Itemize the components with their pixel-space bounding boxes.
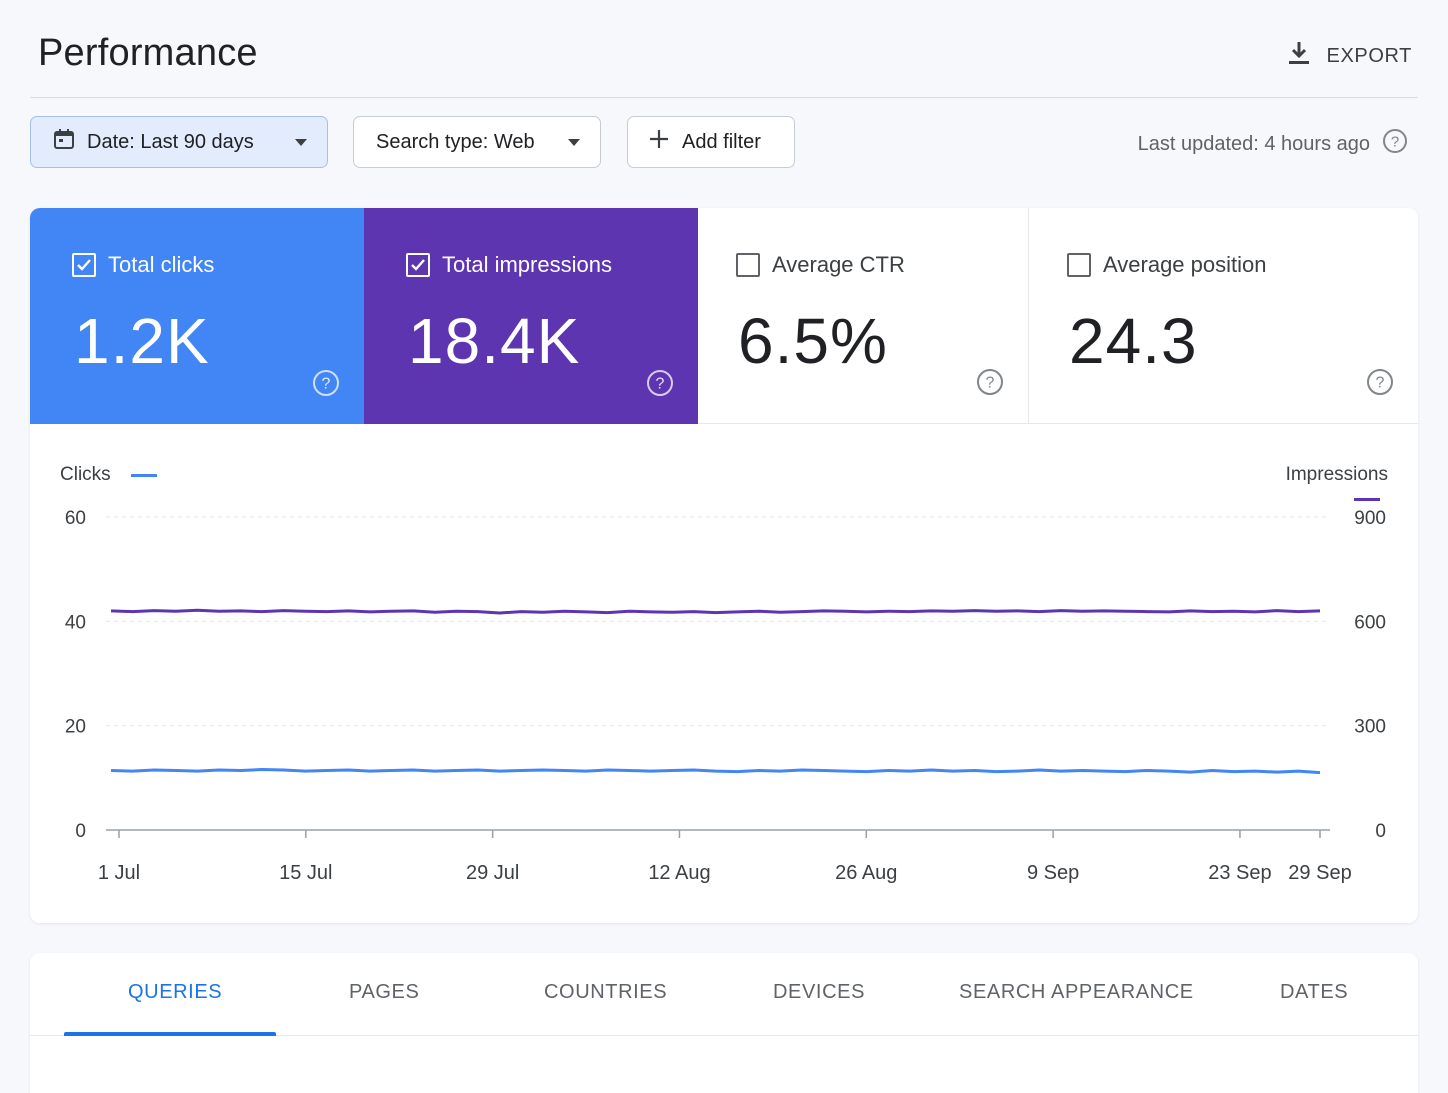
y-right-tick-label: 900 [1354,508,1386,529]
export-button[interactable]: EXPORT [1287,40,1412,72]
svg-text:?: ? [1391,134,1399,151]
performance-card: Total clicks 1.2K ? Total impressions 18… [30,208,1418,923]
add-filter-label: Add filter [682,130,761,153]
filter-toolbar: Date: Last 90 days Search type: Web Add … [30,116,1418,168]
checkbox-unchecked-icon[interactable] [736,253,760,277]
tab-devices[interactable]: DEVICES [773,981,866,1003]
report-tabs: QUERIES PAGES COUNTRIES DEVICES SEARCH A… [30,953,1418,1036]
metric-label: Total clicks [108,252,215,277]
metric-value: 6.5% [738,305,888,377]
x-tick-label: 12 Aug [648,862,710,884]
download-icon [1287,40,1311,72]
y-left-tick-label: 60 [65,508,86,529]
x-tick-label: 1 Jul [98,862,140,884]
y-left-tick-label: 0 [75,821,86,842]
tab-search-appearance[interactable]: SEARCH APPEARANCE [959,981,1194,1003]
export-label: EXPORT [1326,44,1412,67]
tab-pages[interactable]: PAGES [349,981,420,1003]
checkbox-checked-icon[interactable] [406,253,430,277]
metric-total-impressions[interactable]: Total impressions 18.4K ? [364,208,698,424]
plus-icon [648,128,670,156]
add-filter-button[interactable]: Add filter [627,116,795,168]
help-icon[interactable]: ? [1366,368,1394,401]
checkbox-unchecked-icon[interactable] [1067,253,1091,277]
date-range-label: Date: Last 90 days [87,130,254,153]
metric-label: Average position [1103,252,1267,277]
tab-queries[interactable]: QUERIES [128,981,223,1003]
legend-impressions: Impressions [1286,464,1388,501]
line-chart: 60 40 20 0 900 600 300 0 1 Jul 15 Jul 29 Jul 12 Aug… [65,508,1386,884]
series-line-clicks [110,768,1321,775]
x-tick-label: 15 Jul [279,862,332,884]
report-tabs-card: QUERIES PAGES COUNTRIES DEVICES SEARCH A… [30,953,1418,1093]
legend-swatch-impressions [1354,498,1380,501]
metric-value: 24.3 [1069,305,1198,377]
help-icon[interactable]: ? [312,369,340,402]
y-right-tick-label: 600 [1354,612,1386,633]
legend-swatch-clicks [130,473,157,477]
y-left-tick-label: 20 [65,717,86,738]
chevron-down-icon [568,139,580,146]
help-icon[interactable]: ? [1382,128,1408,160]
search-type-button[interactable]: Search type: Web [353,116,601,168]
legend-clicks: Clicks [60,464,157,486]
last-updated-text: Last updated: 4 hours ago [1137,132,1370,155]
metric-total-clicks[interactable]: Total clicks 1.2K ? [30,208,364,424]
legend-label: Clicks [60,464,111,485]
series-line-impressions [110,608,1321,615]
x-tick-label: 9 Sep [1027,862,1079,884]
legend-label: Impressions [1285,464,1388,485]
x-tick-label: 29 Sep [1288,862,1351,884]
last-updated: Last updated: 4 hours ago ? [1138,128,1408,160]
performance-chart: Clicks Impressions 60 40 20 0 900 600 300 0 1 Ju… [30,424,1418,923]
metric-label: Average CTR [772,252,905,277]
svg-text:?: ? [986,375,995,392]
tab-countries[interactable]: COUNTRIES [544,981,668,1003]
metric-average-ctr[interactable]: Average CTR 6.5% ? [698,208,1029,424]
calendar-icon [53,128,75,156]
metric-average-position[interactable]: Average position 24.3 ? [1029,208,1418,424]
metric-label: Total impressions [442,252,612,277]
x-tick-label: 23 Sep [1208,862,1271,884]
help-icon[interactable]: ? [976,368,1004,401]
svg-text:?: ? [656,376,665,393]
y-left-tick-label: 40 [65,612,86,633]
svg-text:?: ? [1376,375,1385,392]
date-range-button[interactable]: Date: Last 90 days [30,116,328,168]
x-tick-label: 29 Jul [466,862,519,884]
search-type-label: Search type: Web [376,130,535,153]
page-header: Performance EXPORT [30,0,1418,98]
active-tab-indicator [64,1032,276,1036]
y-right-tick-label: 300 [1354,717,1386,738]
chevron-down-icon [295,139,307,146]
metric-value: 18.4K [408,305,581,377]
y-right-tick-label: 0 [1375,821,1386,842]
tab-dates[interactable]: DATES [1280,981,1349,1003]
metric-value: 1.2K [74,305,210,377]
help-icon[interactable]: ? [646,369,674,402]
page-title: Performance [38,32,258,74]
checkbox-checked-icon[interactable] [72,253,96,277]
svg-text:?: ? [322,376,331,393]
x-tick-label: 26 Aug [835,862,897,884]
